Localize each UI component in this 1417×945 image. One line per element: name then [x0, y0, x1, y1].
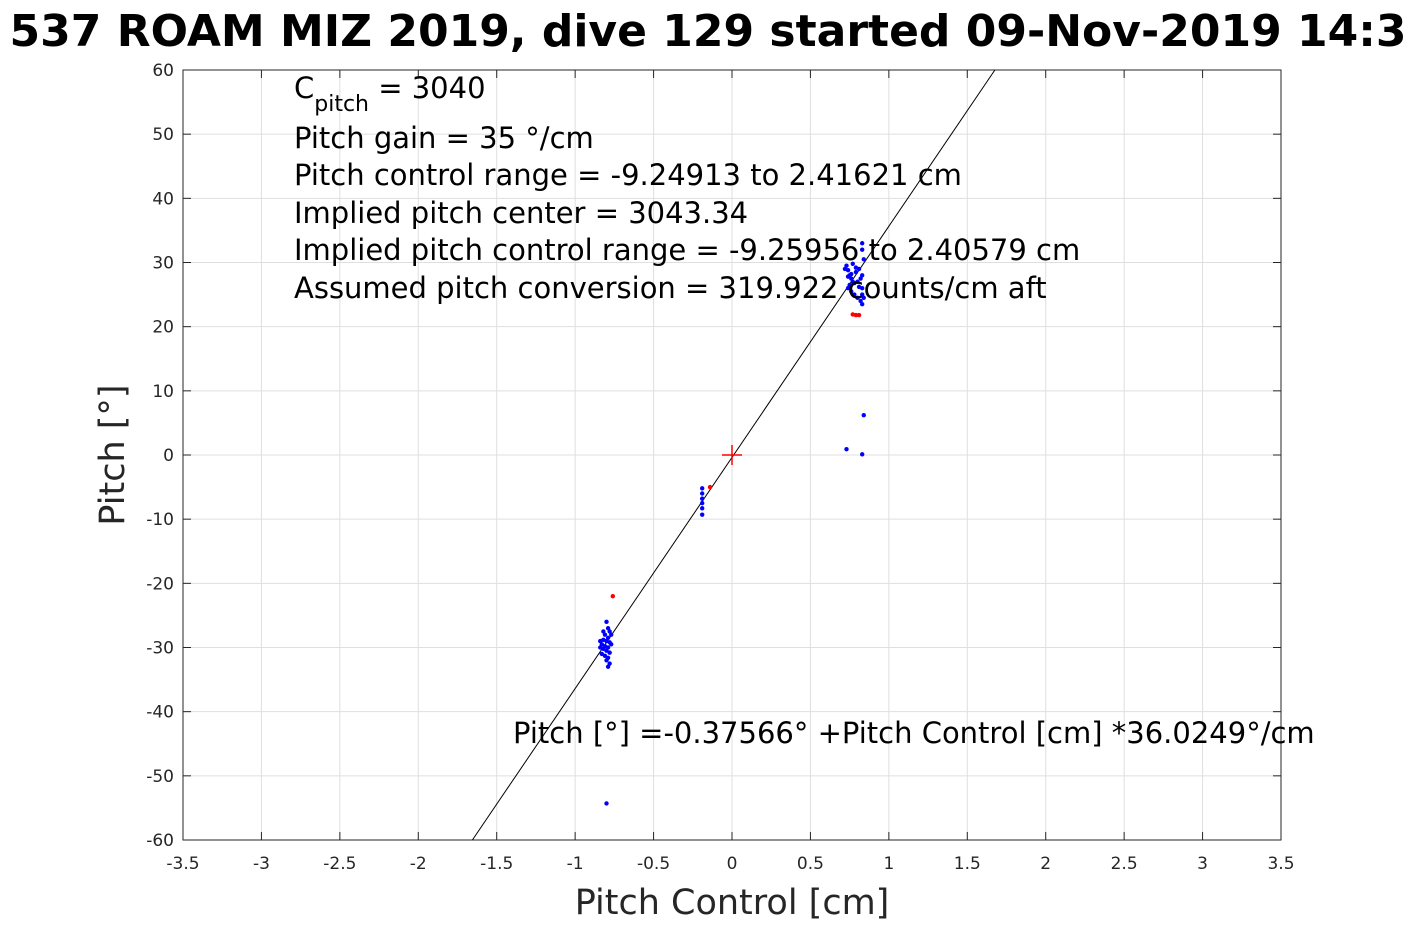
- y-tick-label: 20: [152, 318, 174, 338]
- x-tick-label: 2: [1040, 854, 1051, 874]
- data-point-blue: [607, 650, 612, 655]
- data-point-blue: [598, 638, 603, 644]
- y-tick-label: 10: [152, 382, 174, 402]
- x-tick-label: -0.5: [637, 854, 670, 874]
- data-point-blue: [859, 241, 865, 246]
- data-point-blue: [845, 274, 851, 279]
- assumed-pitch-conversion-annotation: Assumed pitch conversion = 319.922 count…: [294, 271, 1047, 305]
- data-point-blue: [699, 491, 705, 496]
- data-point-blue: [604, 619, 609, 625]
- x-tick-label: 0.5: [797, 854, 824, 874]
- grid: [182, 69, 1282, 841]
- y-tick-label: -40: [146, 703, 174, 723]
- y-tick-label: 0: [163, 446, 174, 466]
- fit-equation-annotation: Pitch [°] =-0.37566° +Pitch Control [cm]…: [513, 716, 1315, 750]
- data-point-blue: [858, 276, 863, 281]
- x-axis-label: Pitch Control [cm]: [575, 883, 890, 923]
- data-point-blue: [844, 447, 849, 452]
- data-point-blue: [859, 452, 865, 457]
- c-pitch-symbol: C: [294, 71, 314, 105]
- y-tick-label: -10: [146, 510, 174, 530]
- c-pitch-value: = 3040: [369, 71, 486, 105]
- y-tick-label: -30: [146, 639, 174, 659]
- data-point-blue: [861, 413, 866, 418]
- data-point-blue: [699, 512, 705, 517]
- y-axis-label: Pitch [°]: [93, 384, 133, 525]
- x-tick-label: -3: [253, 854, 270, 874]
- x-tick-label: 3: [1197, 854, 1208, 874]
- x-tick-label: -3.5: [166, 854, 199, 874]
- x-tick-label: 3.5: [1267, 854, 1294, 874]
- data-point-blue: [842, 266, 848, 272]
- x-tick-label: -1: [567, 854, 584, 874]
- data-point-blue: [699, 500, 705, 506]
- data-point-red: [707, 484, 713, 490]
- x-tick-label: 1: [883, 854, 894, 874]
- data-point-red: [610, 593, 615, 599]
- y-tick-label: -60: [146, 831, 174, 851]
- data-point-blue: [699, 496, 705, 501]
- data-point-blue: [605, 664, 611, 669]
- x-tick-label: -2: [410, 854, 427, 874]
- y-tick-label: -50: [146, 767, 174, 787]
- axis-ticks: -3.5 -3 -2.5 -2 -1.5 -1 -0.5 0 0.5 1 1.5 2 2.5 3 3.5 -6…: [146, 61, 1294, 874]
- data-point-blue: [604, 658, 609, 663]
- data-point-blue: [849, 271, 854, 277]
- center-marker: [722, 445, 742, 465]
- data-point-blue: [859, 302, 865, 307]
- x-tick-label: -2.5: [323, 854, 356, 874]
- y-tick-label: 50: [152, 125, 174, 145]
- data-point-blue: [853, 269, 859, 275]
- implied-pitch-control-range-annotation: Implied pitch control range = -9.25956 t…: [294, 233, 1080, 267]
- data-point-blue: [861, 257, 866, 262]
- data-point-red: [856, 312, 862, 318]
- data-point-blue: [849, 289, 854, 294]
- data-point-red: [850, 312, 855, 317]
- y-tick-label: 60: [152, 61, 174, 81]
- data-point-blue: [609, 632, 614, 637]
- data-point-blue: [850, 261, 855, 266]
- data-point-blue: [859, 285, 865, 291]
- x-tick-label: 2.5: [1111, 854, 1138, 874]
- pitch-control-range-annotation: Pitch control range = -9.24913 to 2.4162…: [294, 158, 962, 192]
- chart-title: 537 ROAM MIZ 2019, dive 129 started 09-N…: [10, 6, 1407, 57]
- data-layer: [471, 69, 996, 841]
- data-point-blue: [845, 285, 851, 291]
- x-tick-label: 0: [727, 854, 738, 874]
- y-tick-label: -20: [146, 574, 174, 594]
- data-point-blue: [859, 247, 865, 252]
- data-point-blue: [699, 506, 705, 511]
- data-point-blue: [601, 629, 606, 634]
- data-point-blue: [598, 645, 603, 650]
- data-point-blue: [861, 295, 866, 300]
- data-point-blue: [609, 642, 614, 647]
- data-point-blue: [699, 486, 705, 491]
- data-point-blue: [852, 292, 857, 297]
- y-tick-label: 30: [152, 254, 174, 274]
- data-point-blue: [604, 801, 609, 806]
- data-point-blue: [855, 295, 860, 300]
- data-point-blue: [853, 265, 859, 270]
- x-tick-label: -1.5: [480, 854, 513, 874]
- c-pitch-annotation: Cpitch = 3040: [294, 71, 486, 117]
- implied-pitch-center-annotation: Implied pitch center = 3043.34: [294, 196, 748, 230]
- data-point-blue: [852, 280, 857, 286]
- c-pitch-subscript: pitch: [314, 92, 369, 117]
- pitch-gain-annotation: Pitch gain = 35 °/cm: [294, 121, 594, 155]
- y-tick-label: 40: [152, 189, 174, 209]
- x-tick-label: 1.5: [954, 854, 981, 874]
